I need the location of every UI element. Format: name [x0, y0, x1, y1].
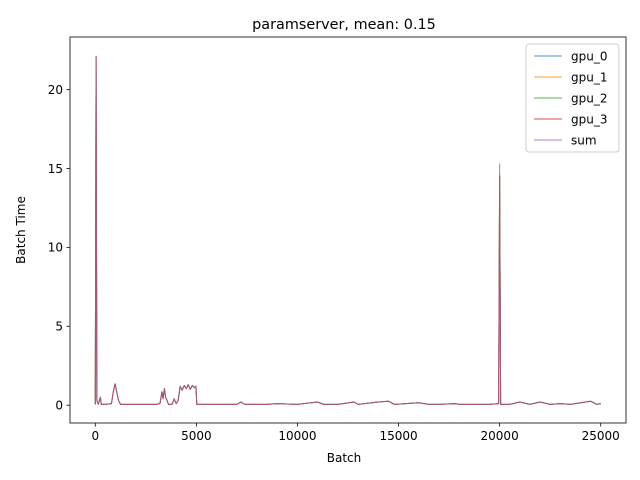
- x-tick-label: 25000: [582, 429, 620, 443]
- legend-entry-sum: sum: [534, 134, 597, 148]
- y-tick-label: 5: [55, 320, 63, 334]
- chart-title: paramserver, mean: 0.15: [252, 17, 436, 33]
- legend-label: gpu_0: [571, 50, 607, 64]
- y-axis-label: Batch Time: [14, 196, 28, 264]
- x-tick-label: 15000: [379, 429, 417, 443]
- y-tick-label: 10: [48, 241, 63, 255]
- legend-entry-gpu_1: gpu_1: [534, 71, 607, 85]
- legend-frame: [525, 43, 620, 153]
- x-tick-label: 0: [91, 429, 99, 443]
- x-tick-label: 5000: [181, 429, 212, 443]
- x-tick-label: 10000: [278, 429, 316, 443]
- plot-area: [94, 55, 601, 405]
- legend-label: gpu_2: [571, 92, 607, 106]
- legend-label: gpu_3: [571, 113, 607, 127]
- legend-label: sum: [571, 134, 597, 148]
- legend-entry-gpu_0: gpu_0: [534, 50, 607, 64]
- y-tick-label: 0: [55, 398, 63, 412]
- legend-label: gpu_1: [571, 71, 607, 85]
- x-tick-label: 20000: [481, 429, 519, 443]
- axes-frame: [69, 36, 627, 424]
- legend-entry-gpu_3: gpu_3: [534, 113, 607, 127]
- legend-entry-gpu_2: gpu_2: [534, 92, 607, 106]
- series-line-sum: [94, 55, 601, 405]
- y-tick-label: 20: [48, 83, 63, 97]
- axis-ticks: 0 5000 10000 15000 20000 25000 0 5 10 15 20: [48, 83, 620, 443]
- y-tick-label: 15: [48, 162, 63, 176]
- x-axis-label: Batch: [327, 451, 362, 465]
